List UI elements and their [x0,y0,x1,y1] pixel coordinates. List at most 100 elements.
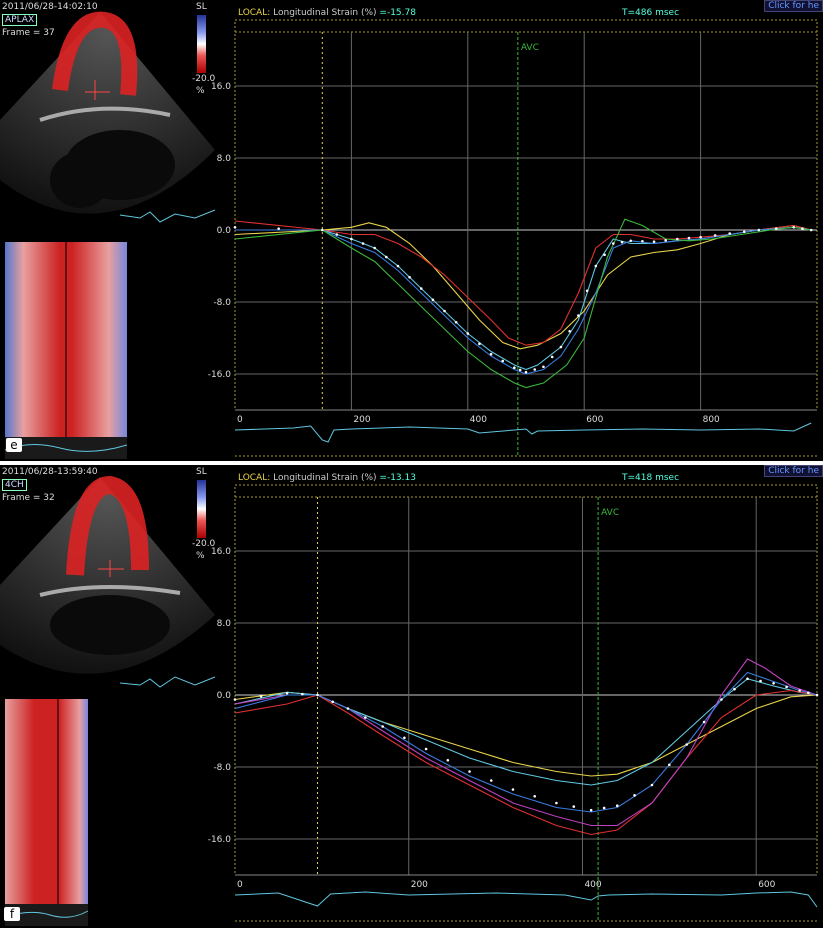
panel-letter-e: e [6,438,22,452]
dot-f-1 [285,691,289,695]
dot-mid-f-3 [363,716,367,719]
dot-e-5 [419,287,423,290]
dot-mid-e-4 [408,275,411,279]
series-line-e-1 [234,220,812,346]
dot-mid-f-11 [668,763,671,767]
dot-mid-f-5 [446,758,450,762]
dot-mid-e-8 [501,359,505,363]
dot-f-8 [555,801,558,805]
dot-mid-e-9 [518,368,522,372]
dot-mid-e-16 [641,239,644,243]
series-line-f-2 [234,689,818,836]
dot-e-16 [629,239,633,243]
x-tick-e-2: 400 [470,415,487,425]
scale-min-e: -20.0 [192,74,216,84]
dot-mid-e-6 [454,320,458,324]
strain-overlay-f [66,475,149,576]
dot-e-10 [524,370,528,374]
mmode-f [5,699,88,904]
dot-mid-e-10 [533,368,537,371]
frame-label-f: Frame = 32 [2,493,55,503]
scale-min-f: -20.0 [192,539,216,549]
dot-f-6 [468,770,471,773]
avc-label-f: AVC [601,508,619,518]
timestamp-f: 2011/06/28-13:59:40 [2,467,98,477]
dot-f-15 [772,682,775,685]
dot-e-2 [350,237,353,241]
dot-mid-e-12 [568,329,571,333]
y-tick-e-3: -8.0 [213,298,231,308]
dot-e-3 [373,246,376,250]
dot-e-8 [489,352,493,356]
plot-frame-f [234,484,818,876]
dot-f-2 [316,693,319,697]
dot-mid-e-17 [664,239,667,242]
avc-label-e: AVC [521,43,539,53]
dot-f-3 [346,707,350,710]
series-line-e-4 [234,218,812,389]
dot-mid-e-19 [713,234,717,237]
y-tick-f-3: -8.0 [213,763,231,773]
x-tick-e-3: 600 [586,415,603,425]
metric-label-f: Longitudinal Strain (%) [273,473,377,483]
panel-e: 2011/06/28-14:02:10 APLAX Frame = 37 SL … [0,0,823,461]
dot-mid-f-15 [785,685,788,689]
metric-label-e: Longitudinal Strain (%) [273,8,377,18]
dot-mid-e-1 [335,233,339,236]
plot-frame-e [234,19,818,411]
dot-mid-e-0 [277,227,280,230]
y-tick-e-1: 8.0 [217,154,232,164]
help-link-e[interactable]: Click for he [764,0,823,12]
dot-e-21 [757,228,761,232]
panel-letter-f: f [4,907,20,921]
view-label-f: 4CH [2,479,27,491]
metric-value-f: =-13.13 [379,473,416,483]
dot-mid-f-13 [733,687,736,691]
scale-unit-e: SL [196,2,207,12]
dot-e-17 [652,240,656,243]
dot-e-0 [233,226,237,229]
time-label-f: T=418 msec [622,473,680,483]
dot-f-14 [746,677,749,681]
series-line-e-0 [234,222,812,350]
dot-e-12 [559,345,563,349]
dot-mid-f-8 [572,805,576,808]
dot-mid-e-7 [478,342,481,346]
y-tick-f-1: 8.0 [217,619,232,629]
x-tick-f-2: 400 [584,880,601,890]
y-tick-e-2: 0.0 [217,226,232,236]
time-label-e: T=486 msec [622,8,680,18]
metric-value-e: =-15.78 [379,8,416,18]
strain-header-e: LOCAL: Longitudinal Strain (%) =-15.78 [238,8,416,18]
dot-e-13 [577,314,580,317]
dot-f-12 [685,743,689,746]
dot-mid-e-13 [585,289,589,293]
strain-chart-f: 16.0 8.0 0.0 -8.0 -16.0 0 200 400 600 AVC [208,484,819,922]
dot-e-6 [443,309,446,313]
echo-image-f [0,475,216,926]
dot-mid-f-10 [633,794,636,797]
dot-f-7 [511,788,515,791]
dot-f-11 [650,783,654,787]
dot-mid-e-22 [801,227,804,230]
dot-f-17 [815,693,819,697]
scale-unit-f: SL [196,467,207,477]
dot-e-20 [728,232,731,235]
dot-f-10 [615,804,619,807]
x-tick-f-3: 600 [758,880,775,890]
dot-mid-f-7 [533,794,536,798]
dot-e-14 [594,264,598,268]
ecg-trace-f [234,891,818,908]
dot-e-11 [542,365,545,369]
dot-mid-f-0 [259,695,263,698]
series-line-f-3 [234,658,818,827]
dot-f-16 [798,689,801,692]
dot-mid-e-18 [687,236,691,240]
y-tick-e-0: 16.0 [211,82,231,92]
frame-label-e: Frame = 37 [2,28,55,38]
dot-mid-e-21 [774,227,778,230]
dot-mid-f-6 [489,779,493,782]
dot-mid-f-4 [403,736,406,740]
dot-f-13 [720,698,723,701]
dot-mid-e-20 [742,230,746,234]
